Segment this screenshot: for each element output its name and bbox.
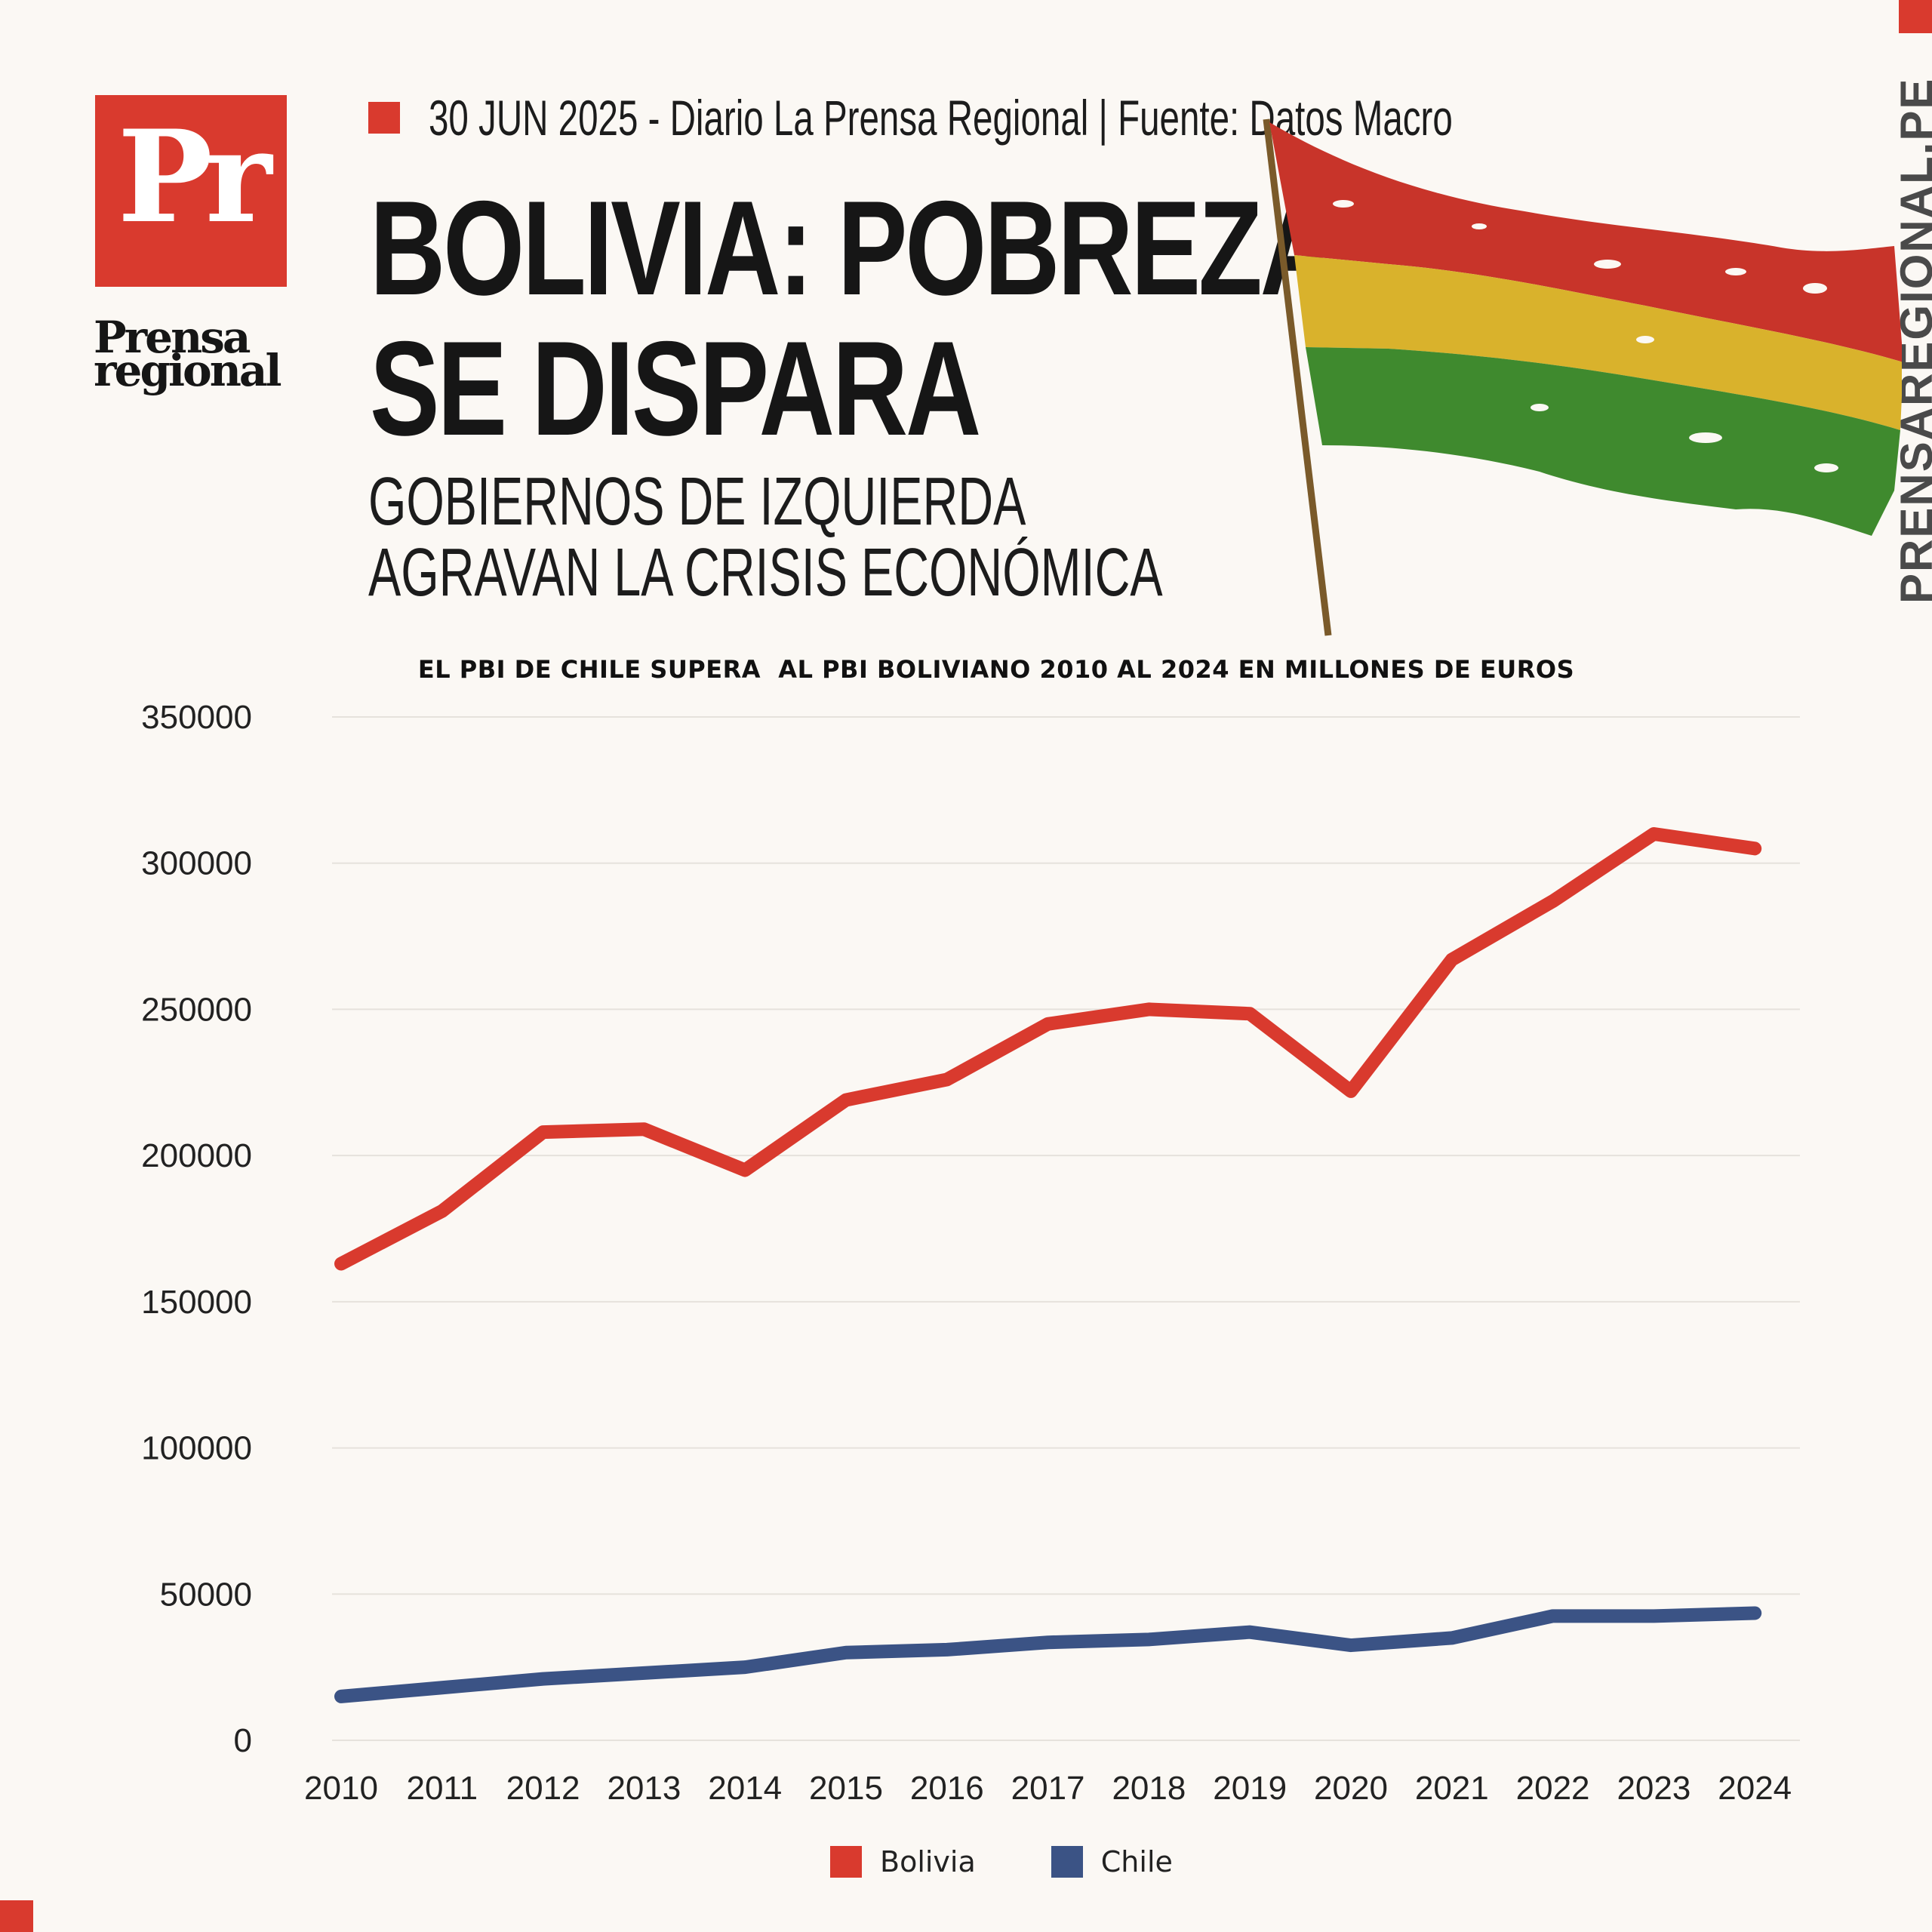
x-tick-label: 2014 [708, 1770, 782, 1807]
legend-label: Chile [1100, 1845, 1173, 1878]
legend-label: Bolivia [880, 1845, 976, 1878]
flag-stripe-green [1306, 347, 1900, 536]
y-tick-label: 100000 [141, 1430, 252, 1467]
y-axis: 350000 300000 250000 200000 150000 100000 5000… [141, 699, 252, 1759]
logo: Pr [95, 95, 287, 287]
legend-item-chile: Chile [1051, 1845, 1173, 1878]
flag-stripe-red [1269, 122, 1902, 362]
chart-grid [332, 716, 1800, 1741]
x-tick-label: 2016 [910, 1770, 984, 1807]
x-tick-label: 2011 [406, 1770, 478, 1807]
x-tick-label: 2013 [607, 1770, 681, 1807]
x-tick-label: 2019 [1213, 1770, 1287, 1807]
chart-title: EL PBI DE CHILE SUPERA AL PBI BOLIVIANO … [417, 655, 1575, 684]
x-tick-label: 2024 [1718, 1770, 1792, 1807]
x-axis: 2010 2011 2012 2013 2014 2015 2016 2017 2018 2019… [304, 1770, 1792, 1807]
x-tick-label: 2015 [809, 1770, 883, 1807]
subhead-line: AGRAVAN LA CRISIS ECONÓMICA [368, 535, 1163, 611]
x-tick-label: 2017 [1011, 1770, 1085, 1807]
x-tick-label: 2023 [1617, 1770, 1690, 1807]
y-tick-label: 200000 [141, 1137, 252, 1174]
y-tick-label: 0 [234, 1722, 252, 1759]
x-tick-label: 2012 [506, 1770, 580, 1807]
logo-wordmark: Prensa [94, 312, 251, 363]
subhead-line: GOBIERNOS DE IZQUIERDA [368, 464, 1026, 540]
y-tick-label: 300000 [141, 845, 252, 882]
corner-accent [0, 1900, 33, 1932]
y-tick-label: 150000 [141, 1284, 252, 1321]
corner-accent [1899, 0, 1932, 33]
legend-swatch [830, 1846, 862, 1878]
headline-line: SE DISPARA [370, 313, 981, 463]
chart-legend: Bolivia Chile [830, 1843, 1248, 1881]
flag-tears [1333, 200, 1838, 472]
bullet-square-icon [368, 102, 400, 134]
x-tick-label: 2021 [1415, 1770, 1489, 1807]
flag-stripe-yellow [1294, 255, 1902, 430]
chart-series [334, 826, 1762, 1703]
flag-pole [1263, 118, 1332, 636]
subtitle: GOBIERNOS DE IZQUIERDA AGRAVAN LA CRISIS… [368, 464, 1163, 611]
x-tick-label: 2022 [1516, 1770, 1590, 1807]
y-tick-label: 250000 [141, 991, 252, 1028]
series-line-chile [334, 1606, 1762, 1703]
logo-mark: Pr [117, 102, 272, 251]
x-tick-label: 2010 [304, 1770, 378, 1807]
legend-swatch [1051, 1846, 1083, 1878]
y-tick-label: 350000 [141, 699, 252, 736]
logo-wordmark: regional [94, 345, 282, 396]
series-line-bolivia [334, 826, 1762, 1271]
legend-item-bolivia: Bolivia [830, 1845, 976, 1878]
x-tick-label: 2020 [1314, 1770, 1388, 1807]
x-tick-label: 2018 [1112, 1770, 1186, 1807]
y-tick-label: 50000 [160, 1576, 252, 1613]
bolivia-flag-illustration [1263, 118, 1902, 636]
